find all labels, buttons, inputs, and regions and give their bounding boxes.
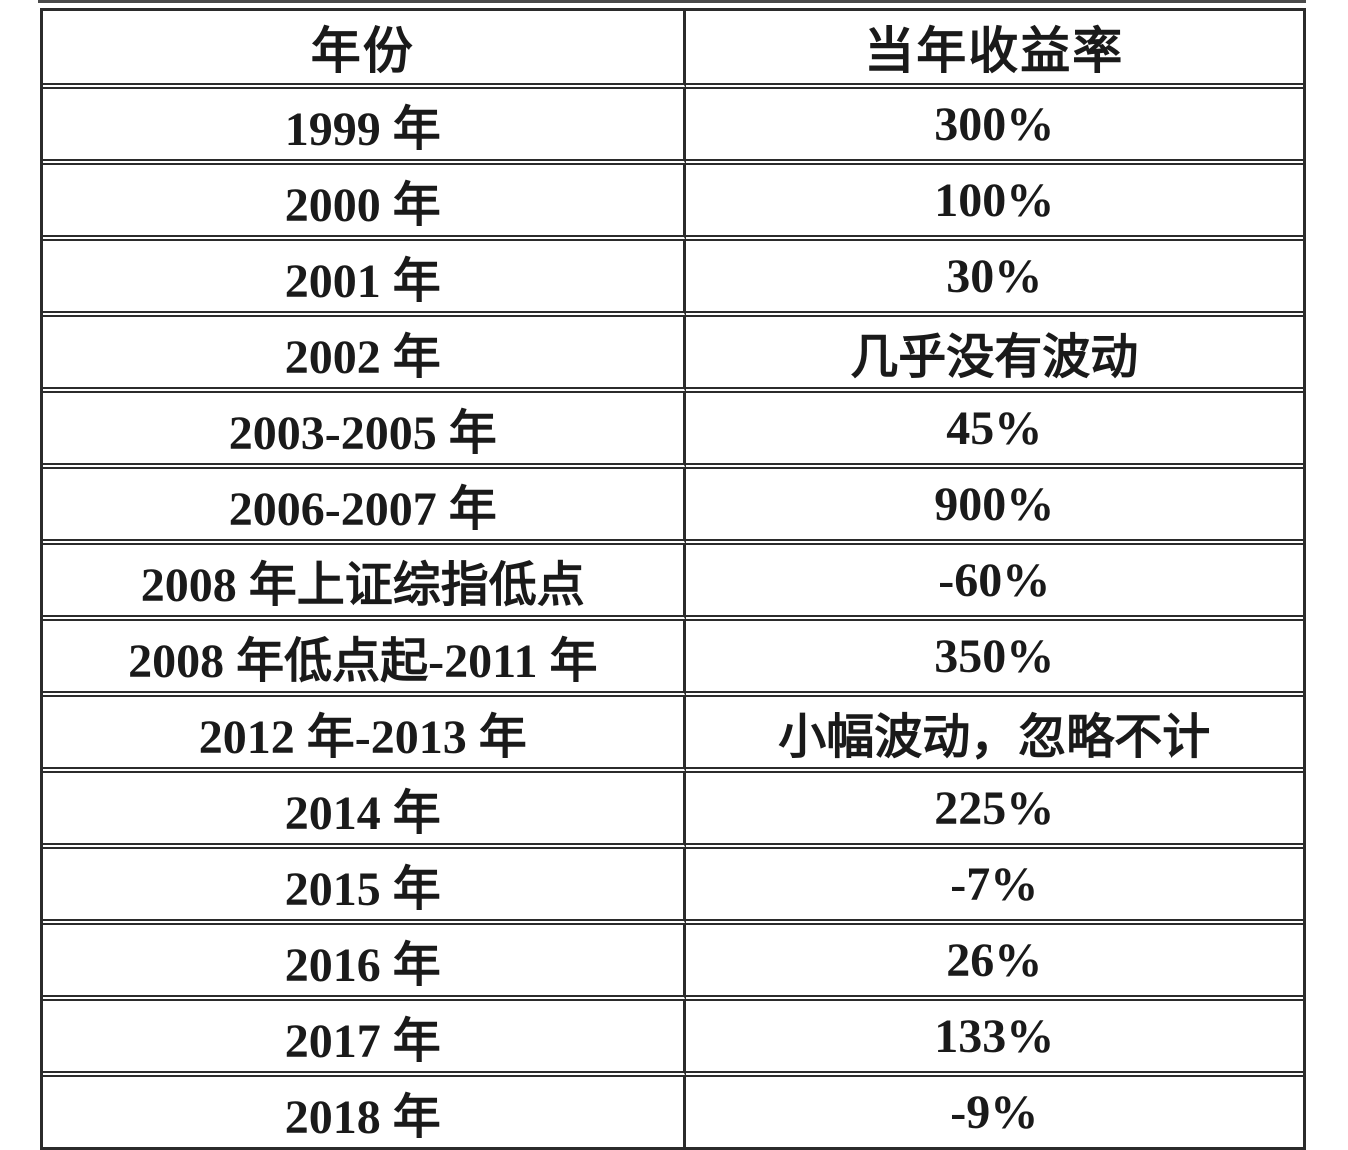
table-row: 2008 年低点起-2011 年 350% xyxy=(43,621,1303,697)
return-cell: 900% xyxy=(685,469,1303,545)
table-row: 2000 年 100% xyxy=(43,165,1303,241)
header-cell-return: 当年收益率 xyxy=(685,11,1303,89)
return-cell: 45% xyxy=(685,393,1303,469)
table-row: 1999 年 300% xyxy=(43,89,1303,165)
annual-returns-table: 年份 当年收益率 1999 年 300% 2000 年 100% 2001 年 30% 20… xyxy=(40,8,1306,1150)
year-cell: 2015 年 xyxy=(43,849,686,925)
table-row: 2016 年 26% xyxy=(43,925,1303,1001)
table-row: 2008 年上证综指低点 -60% xyxy=(43,545,1303,621)
table-row: 2006-2007 年 900% xyxy=(43,469,1303,545)
return-cell: 几乎没有波动 xyxy=(685,317,1303,393)
table-row: 2003-2005 年 45% xyxy=(43,393,1303,469)
return-cell: 30% xyxy=(685,241,1303,317)
return-cell: -60% xyxy=(685,545,1303,621)
year-cell: 2012 年-2013 年 xyxy=(43,697,686,773)
table-row: 2002 年几乎没有波动 xyxy=(43,317,1303,393)
table-header: 年份 当年收益率 xyxy=(43,11,1303,89)
year-cell: 2001 年 xyxy=(43,241,686,317)
scan-crop-line xyxy=(38,0,1306,3)
year-cell: 2016 年 xyxy=(43,925,686,1001)
year-cell: 2008 年上证综指低点 xyxy=(43,545,686,621)
year-cell: 2018 年 xyxy=(43,1077,686,1147)
table-row: 2015 年 -7% xyxy=(43,849,1303,925)
year-cell: 2002 年 xyxy=(43,317,686,393)
table-row: 2017 年 133% xyxy=(43,1001,1303,1077)
header-row: 年份 当年收益率 xyxy=(43,11,1303,89)
table-row: 2018 年 -9% xyxy=(43,1077,1303,1147)
header-cell-year: 年份 xyxy=(43,11,686,89)
table-body: 1999 年 300% 2000 年 100% 2001 年 30% 2002 年几乎没有波… xyxy=(43,89,1303,1147)
return-cell: 300% xyxy=(685,89,1303,165)
return-cell: 小幅波动，忽略不计 xyxy=(685,697,1303,773)
year-cell: 2008 年低点起-2011 年 xyxy=(43,621,686,697)
year-cell: 2000 年 xyxy=(43,165,686,241)
table-row: 2014 年 225% xyxy=(43,773,1303,849)
return-cell: -9% xyxy=(950,1085,1039,1139)
return-cell: -7% xyxy=(685,849,1303,925)
table-row: 2001 年 30% xyxy=(43,241,1303,317)
year-cell: 1999 年 xyxy=(43,89,686,165)
year-cell: 2014 年 xyxy=(43,773,686,849)
return-cell: 100% xyxy=(685,165,1303,241)
year-cell: 2017 年 xyxy=(43,1001,686,1077)
return-cell: 350% xyxy=(685,621,1303,697)
return-cell: 133% xyxy=(685,1001,1303,1077)
year-cell: 2006-2007 年 xyxy=(43,469,686,545)
return-cell: 225% xyxy=(685,773,1303,849)
year-cell: 2003-2005 年 xyxy=(43,393,686,469)
table-row: 2012 年-2013 年小幅波动，忽略不计 xyxy=(43,697,1303,773)
return-cell: 26% xyxy=(685,925,1303,1001)
